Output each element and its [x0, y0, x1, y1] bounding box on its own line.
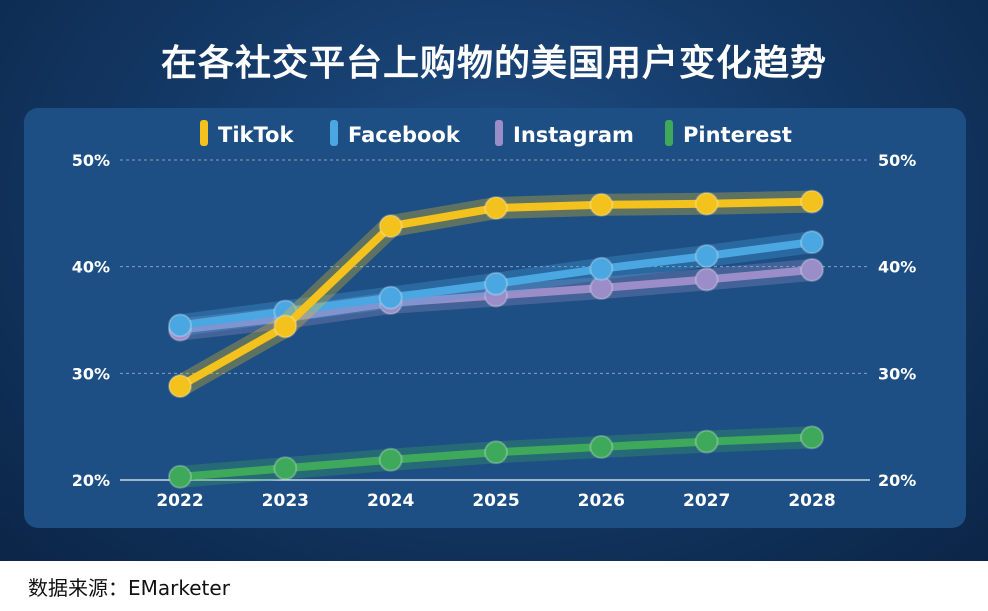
- legend-swatch: [330, 120, 338, 146]
- line-chart: 20% 20% 30% 30% 40% 40% 50% 50% 2022 2023 2024 2025…: [72, 120, 916, 511]
- data-point: [589, 192, 614, 217]
- series-tiktok: [168, 189, 824, 399]
- data-point: [168, 464, 192, 489]
- legend-label: TikTok: [218, 123, 294, 147]
- data-point: [378, 214, 403, 239]
- data-point: [589, 434, 614, 459]
- data-point: [800, 230, 824, 255]
- y-tick-label-left: 50%: [72, 151, 110, 170]
- x-tick-label: 2026: [578, 491, 625, 511]
- data-point: [168, 374, 192, 399]
- x-tick-label: 2027: [683, 491, 730, 511]
- data-point: [694, 191, 719, 216]
- data-point: [800, 425, 824, 450]
- data-point: [484, 440, 508, 465]
- x-tick-label: 2025: [472, 491, 519, 511]
- data-point: [273, 314, 298, 339]
- data-point: [378, 447, 403, 472]
- y-tick-label-left: 30%: [72, 364, 110, 383]
- legend-label: Instagram: [513, 123, 634, 147]
- y-tick-label-right: 50%: [878, 151, 916, 170]
- data-point: [800, 189, 824, 214]
- chart-title: 在各社交平台上购物的美国用户变化趋势: [160, 43, 827, 84]
- x-tick-label: 2022: [156, 491, 203, 511]
- data-point: [694, 267, 719, 292]
- data-source: 数据来源：EMarketer: [28, 576, 230, 600]
- y-tick-label-right: 40%: [878, 258, 916, 277]
- x-tick-label: 2023: [262, 491, 309, 511]
- x-tick-label: 2028: [788, 491, 835, 511]
- data-point: [694, 244, 719, 268]
- x-tick-label: 2024: [367, 491, 414, 511]
- y-tick-label-right: 30%: [878, 364, 916, 383]
- series-facebook: [168, 230, 824, 338]
- series-pinterest: [168, 425, 824, 489]
- legend-swatch: [495, 120, 503, 146]
- legend-swatch: [200, 120, 208, 146]
- legend-swatch: [665, 120, 673, 146]
- y-tick-label-right: 20%: [878, 471, 916, 490]
- data-point: [800, 257, 824, 282]
- y-tick-label-left: 20%: [72, 471, 110, 490]
- data-point: [484, 271, 508, 296]
- data-point: [589, 256, 614, 281]
- data-point: [273, 456, 298, 481]
- data-point: [484, 196, 508, 220]
- data-point: [694, 429, 719, 454]
- chart-poster: 在各社交平台上购物的美国用户变化趋势 20% 20% 30% 30% 40% 40% 50%…: [0, 0, 988, 561]
- y-tick-label-left: 40%: [72, 258, 110, 277]
- data-point: [378, 285, 403, 310]
- data-point: [168, 313, 192, 338]
- legend-label: Facebook: [348, 123, 461, 147]
- legend-label: Pinterest: [683, 123, 792, 147]
